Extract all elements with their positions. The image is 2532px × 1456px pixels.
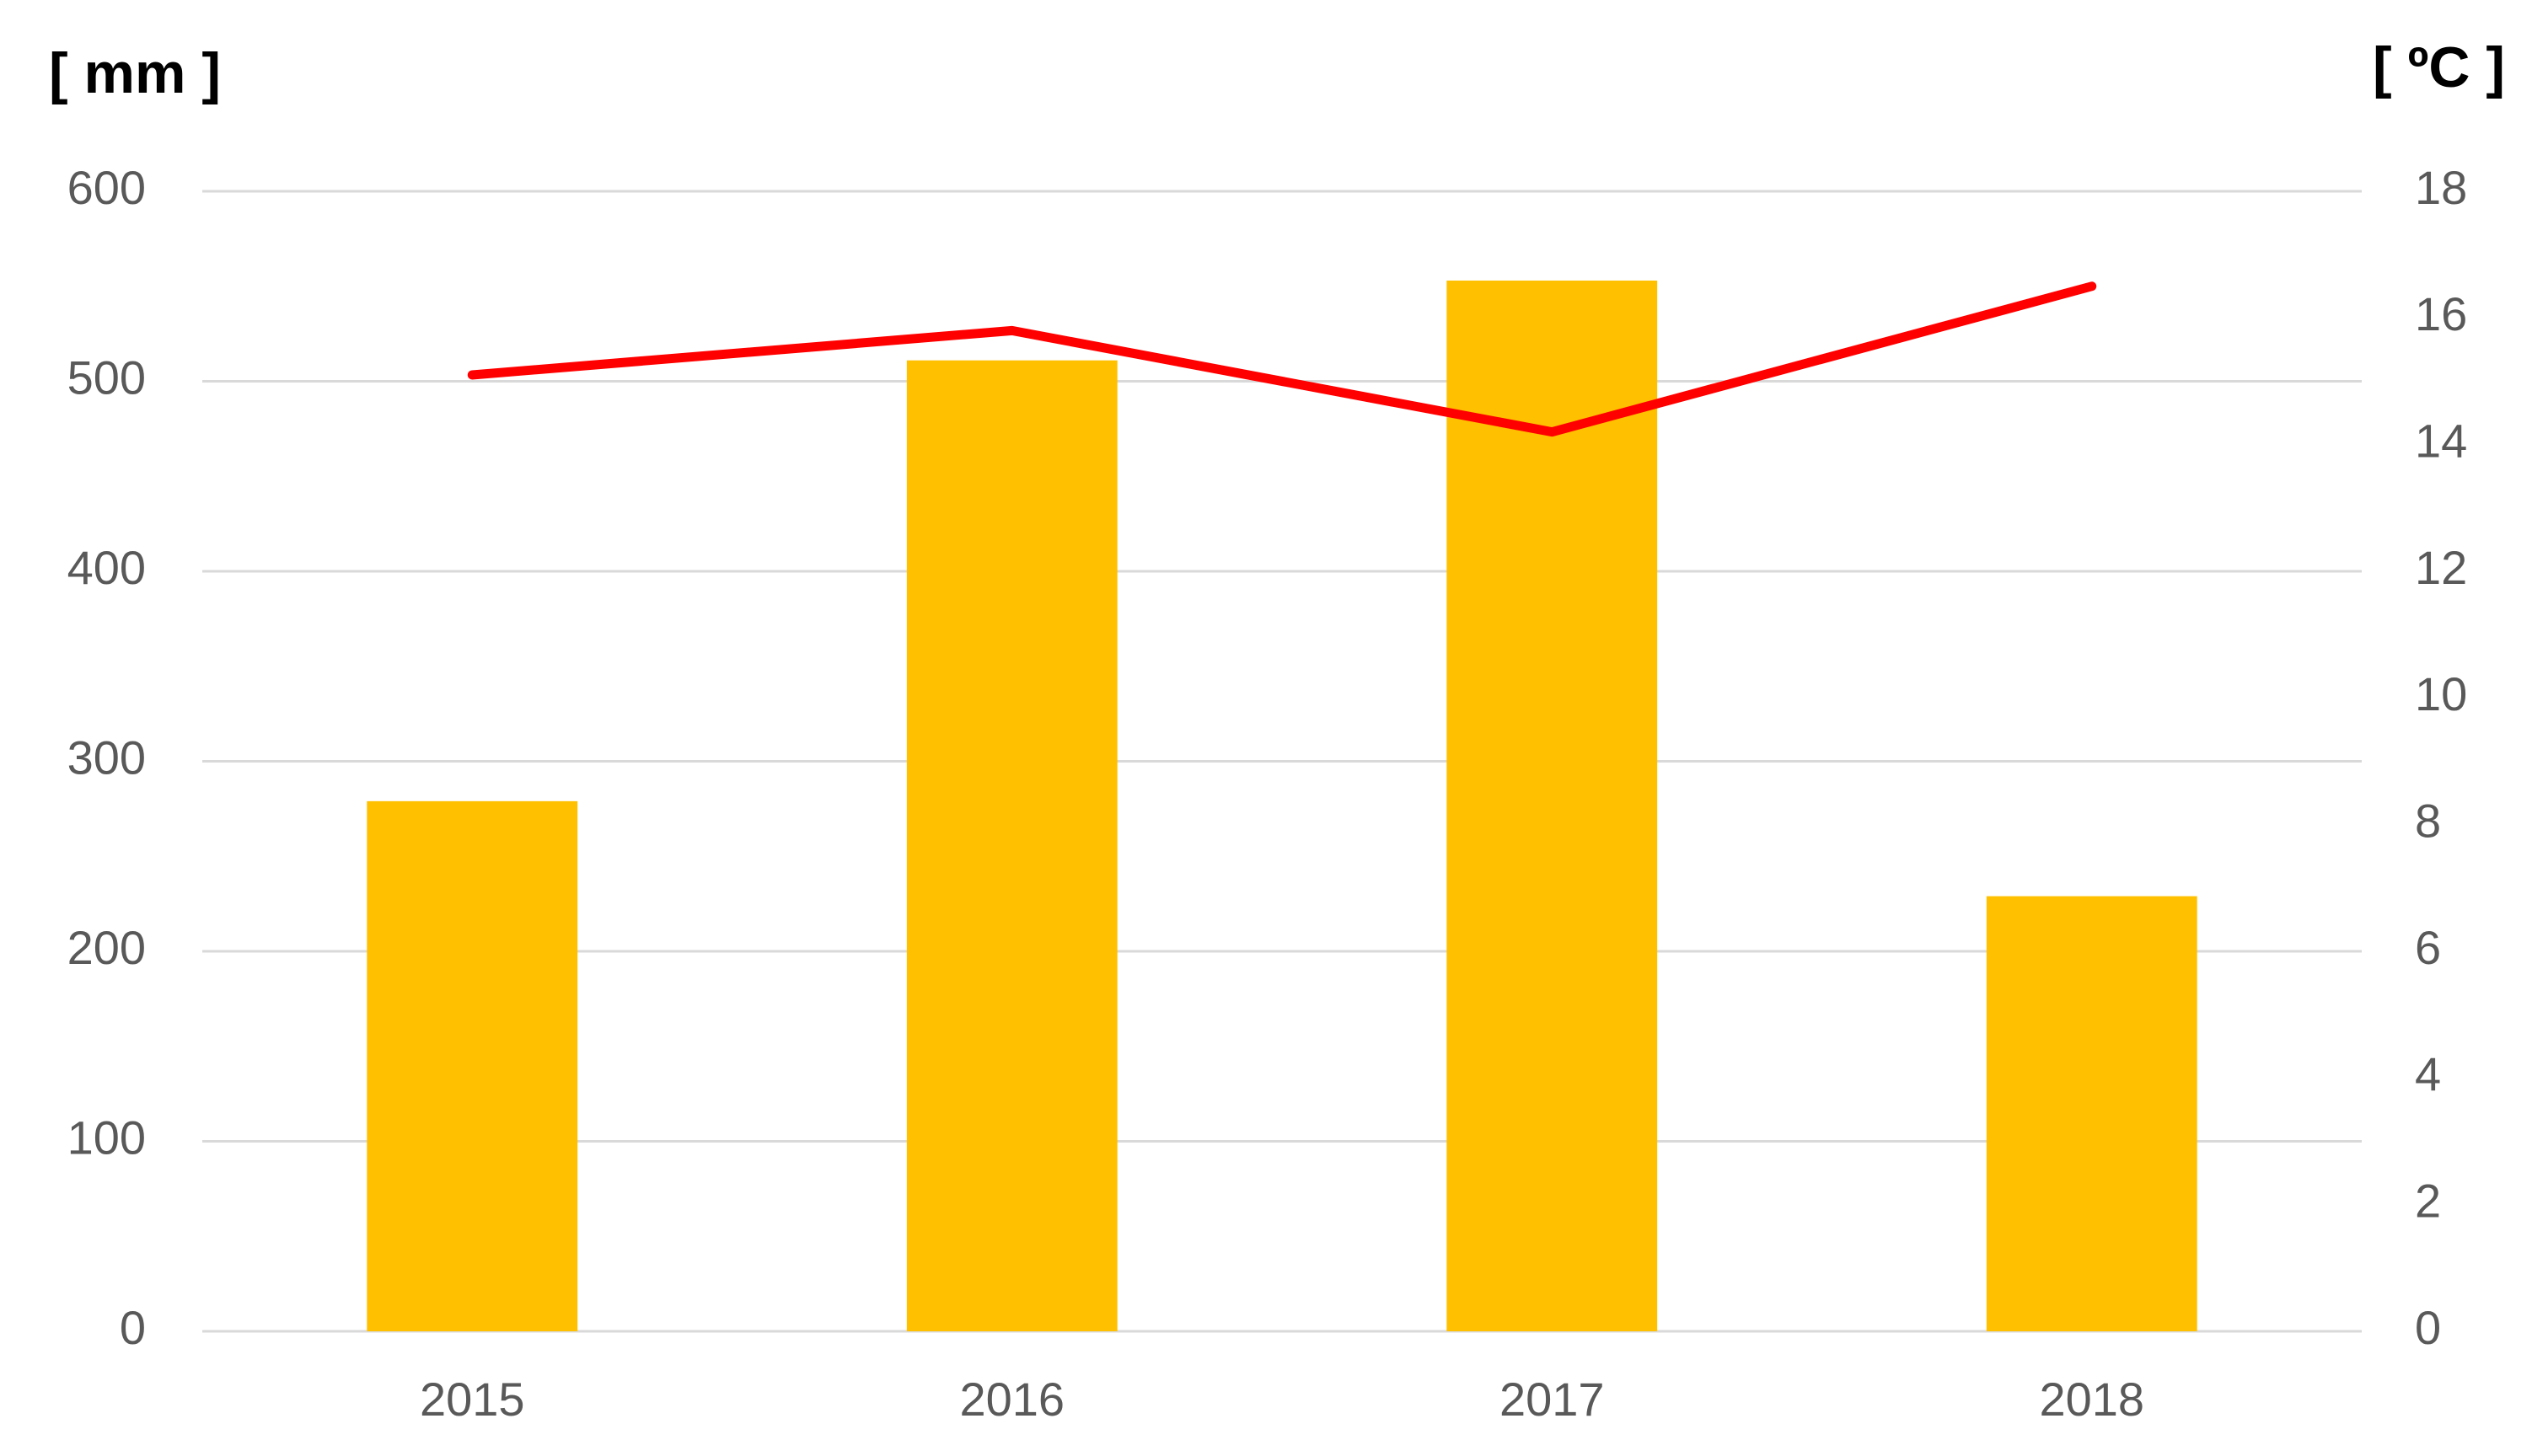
y2-tick-label: 4 <box>2415 1047 2441 1100</box>
y2-axis-title: [ ºC ] <box>2373 35 2505 99</box>
y2-tick-label: 6 <box>2415 921 2441 974</box>
bar <box>906 360 1118 1331</box>
y-tick-label: 600 <box>67 161 146 214</box>
y-tick-label: 500 <box>67 351 146 404</box>
y-tick-label: 100 <box>67 1111 146 1164</box>
y2-tick-label: 18 <box>2415 161 2467 214</box>
y-tick-label: 400 <box>67 541 146 594</box>
y2-tick-label: 8 <box>2415 794 2441 847</box>
x-tick-label: 2017 <box>1499 1373 1605 1426</box>
y2-tick-label: 14 <box>2415 414 2467 467</box>
y-tick-label: 300 <box>67 731 146 784</box>
x-tick-label: 2018 <box>2039 1373 2144 1426</box>
y2-tick-label: 12 <box>2415 541 2467 594</box>
y2-tick-label: 16 <box>2415 287 2467 340</box>
bar <box>1446 280 1658 1331</box>
y-axis-title: [ mm ] <box>49 41 221 105</box>
y2-tick-label: 2 <box>2415 1174 2441 1227</box>
y-tick-label: 0 <box>120 1301 146 1354</box>
y-tick-label: 200 <box>67 921 146 974</box>
x-tick-label: 2015 <box>420 1373 525 1426</box>
x-tick-label: 2016 <box>959 1373 1065 1426</box>
y2-tick-label: 0 <box>2415 1301 2441 1354</box>
bar <box>1986 896 2197 1331</box>
y2-tick-label: 10 <box>2415 667 2467 720</box>
line <box>467 281 2097 437</box>
bar <box>367 800 578 1331</box>
